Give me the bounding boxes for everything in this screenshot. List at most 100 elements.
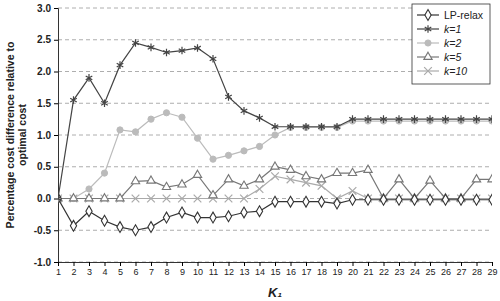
series-marker <box>256 206 262 217</box>
x-tick-label: 21 <box>363 267 373 277</box>
y-axis: -1.0-0.50.00.51.01.52.02.53.0 <box>34 3 59 268</box>
x-tick-label: 24 <box>410 267 420 277</box>
y-tick-mark <box>54 8 58 9</box>
series-marker <box>162 182 170 189</box>
x-tick-label: 27 <box>456 267 466 277</box>
x-tick: 24 <box>410 262 420 277</box>
series-marker <box>194 195 202 203</box>
series-marker <box>147 195 155 203</box>
series <box>58 162 492 201</box>
series-marker <box>488 175 492 182</box>
legend-marker <box>425 40 431 46</box>
x-tick-label: 22 <box>379 267 389 277</box>
x-tick: 5 <box>118 262 123 277</box>
series-marker <box>241 107 248 115</box>
legend-marker <box>424 52 432 59</box>
series-marker <box>240 195 248 203</box>
y-axis-title-line: optimal cost <box>16 104 28 166</box>
series-marker <box>225 195 233 203</box>
x-tick: 2 <box>71 262 76 277</box>
series-marker <box>240 181 248 188</box>
series-marker <box>179 47 186 55</box>
series-marker <box>473 194 479 205</box>
series-marker <box>241 207 247 218</box>
x-tick: 25 <box>425 262 435 277</box>
series-marker <box>271 172 279 180</box>
x-tick: 1 <box>56 262 61 277</box>
x-tick-mark <box>430 262 431 266</box>
x-tick-label: 9 <box>180 267 185 277</box>
series-marker <box>302 171 310 178</box>
x-tick-label: 19 <box>332 267 342 277</box>
x-tick-mark <box>136 262 137 266</box>
x-tick-label: 26 <box>441 267 451 277</box>
series-marker <box>101 195 109 203</box>
legend-marker <box>425 10 431 21</box>
x-tick-mark <box>275 262 276 266</box>
series-marker <box>472 175 480 182</box>
series-marker <box>148 222 154 233</box>
y-tick-label: 1.0 <box>37 130 51 141</box>
x-tick: 26 <box>441 262 451 277</box>
series-marker <box>225 93 232 101</box>
x-tick-mark <box>74 262 75 266</box>
series-marker <box>442 115 449 123</box>
series-marker <box>193 170 201 177</box>
legend-label: k=1 <box>444 23 461 35</box>
x-tick-mark <box>446 262 447 266</box>
series-marker <box>132 129 138 135</box>
series-marker <box>58 195 61 203</box>
series-marker <box>86 186 92 192</box>
series-marker <box>194 44 201 52</box>
y-tick-mark <box>54 72 58 73</box>
y-tick: 1.5 <box>37 98 58 109</box>
series-marker <box>302 179 310 187</box>
series-marker <box>411 194 417 205</box>
x-tick-label: 7 <box>149 267 154 277</box>
series-marker <box>411 115 418 123</box>
x-tick-label: 15 <box>270 267 280 277</box>
x-tick: 28 <box>472 262 482 277</box>
y-axis-line <box>54 9 59 263</box>
y-tick: 0.0 <box>37 193 58 204</box>
legend-label: k=2 <box>444 37 461 49</box>
y-tick-mark <box>54 262 58 263</box>
series-marker <box>148 44 155 52</box>
series-marker <box>163 212 169 223</box>
series-marker <box>256 114 263 122</box>
y-axis-title: Percentage cost difference relative toop… <box>4 42 28 229</box>
series-marker <box>70 96 77 104</box>
x-tick-mark <box>306 262 307 266</box>
series-marker <box>101 99 108 107</box>
x-tick: 10 <box>193 262 203 277</box>
x-tick: 4 <box>102 262 107 277</box>
series-marker <box>318 182 326 190</box>
series-marker <box>224 175 232 182</box>
x-tick: 8 <box>164 262 169 277</box>
series-marker <box>132 195 140 203</box>
series-marker <box>210 212 216 223</box>
plot-area: -1.0-0.50.00.51.01.52.02.53.012345678910… <box>34 3 498 278</box>
legend-item: LP-relax <box>417 9 484 21</box>
x-tick-mark <box>384 262 385 266</box>
x-tick: 22 <box>379 262 389 277</box>
x-tick-label: 20 <box>348 267 358 277</box>
series-marker <box>427 115 434 123</box>
x-tick: 17 <box>301 262 311 277</box>
x-tick-mark <box>244 262 245 266</box>
x-tick-label: 23 <box>394 267 404 277</box>
x-tick-mark <box>291 262 292 266</box>
series-marker <box>396 194 402 205</box>
series-marker <box>178 180 186 187</box>
y-tick: 3.0 <box>37 3 58 14</box>
series-marker <box>303 123 310 131</box>
x-tick-mark <box>120 262 121 266</box>
series-marker <box>365 194 371 205</box>
y-tick-label: -0.5 <box>34 225 52 236</box>
series-marker <box>178 195 186 203</box>
series-marker <box>333 168 341 175</box>
x-tick-label: 1 <box>56 267 61 277</box>
series-marker <box>85 195 93 203</box>
y-tick: 0.5 <box>37 161 58 172</box>
series-marker <box>348 168 356 175</box>
